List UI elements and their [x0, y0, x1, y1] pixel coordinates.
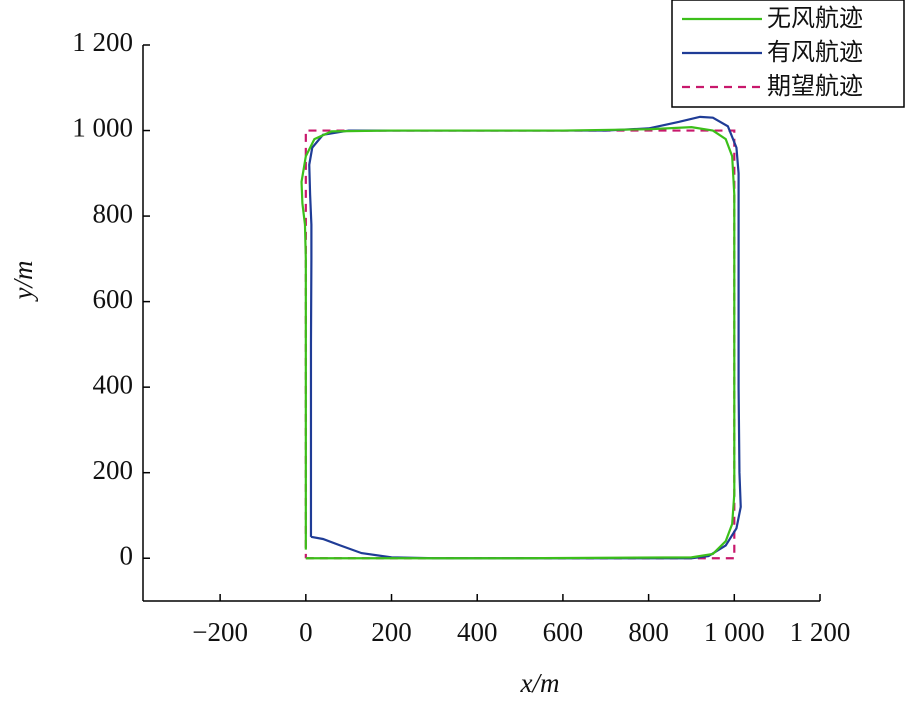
x-tick-label: 1 200 — [790, 617, 851, 647]
x-tick-label: 0 — [299, 617, 313, 647]
legend-label: 无风航迹 — [767, 4, 863, 32]
series-line — [308, 115, 742, 560]
x-tick-label: 400 — [457, 617, 498, 647]
legend-label: 有风航迹 — [767, 38, 863, 66]
series-line — [304, 129, 736, 560]
y-axis-label: y/m — [8, 261, 38, 303]
x-tick-label: 800 — [628, 617, 669, 647]
y-tick-label: 1 000 — [72, 113, 133, 143]
x-tick-label: 1 000 — [704, 617, 765, 647]
y-tick-label: 400 — [93, 369, 134, 399]
y-tick-label: 0 — [120, 540, 134, 570]
y-tick-label: 200 — [93, 455, 134, 485]
x-tick-label: −200 — [192, 617, 248, 647]
x-tick-label: 600 — [543, 617, 584, 647]
x-tick-label: 200 — [371, 617, 412, 647]
legend-label: 期望航迹 — [767, 72, 863, 100]
y-tick-label: 600 — [93, 284, 134, 314]
y-tick-label: 800 — [93, 198, 134, 228]
y-tick-label: 1 200 — [72, 27, 133, 57]
x-axis-label: x/m — [520, 668, 560, 698]
series-line — [300, 126, 736, 560]
